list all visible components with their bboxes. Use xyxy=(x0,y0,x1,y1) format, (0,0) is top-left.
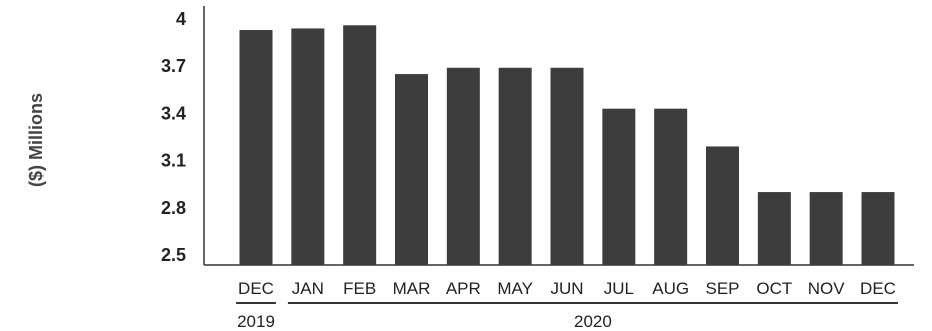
y-tick-label: 2.5 xyxy=(161,245,186,265)
year-label: 2019 xyxy=(237,312,275,331)
x-tick-label: MAY xyxy=(497,279,533,298)
bar xyxy=(861,192,895,265)
year-groups: 2019 2020 xyxy=(236,302,898,331)
bar xyxy=(654,108,688,266)
y-tick-label: 2.8 xyxy=(161,198,186,218)
bar xyxy=(239,30,273,265)
x-tick-label: NOV xyxy=(808,279,846,298)
x-tick-label: JUL xyxy=(604,279,634,298)
y-tick-label: 4 xyxy=(176,9,186,29)
bars xyxy=(239,25,895,266)
bar xyxy=(809,192,843,265)
bar xyxy=(395,74,428,265)
x-axis-ticks: DEC JAN FEB MAR APR MAY JUN JUL AUG SEP OCT NOV DEC xyxy=(238,279,896,298)
y-tick-label: 3.4 xyxy=(161,103,186,123)
x-tick-label: DEC xyxy=(238,279,274,298)
bar xyxy=(602,108,636,266)
x-tick-label: SEP xyxy=(705,279,739,298)
y-axis-label: ($) Millions xyxy=(26,93,46,187)
bar xyxy=(498,67,532,265)
y-tick-label: 3.1 xyxy=(161,151,186,171)
x-tick-label: JAN xyxy=(292,279,324,298)
x-tick-label: AUG xyxy=(652,279,689,298)
bar xyxy=(291,28,325,265)
x-tick-label: DEC xyxy=(860,279,896,298)
bar xyxy=(446,67,480,265)
year-label: 2020 xyxy=(574,312,612,331)
bar xyxy=(706,146,739,265)
y-axis-ticks: 4 3.7 3.4 3.1 2.8 2.5 xyxy=(161,9,186,265)
x-tick-label: MAR xyxy=(393,279,431,298)
x-tick-label: JUN xyxy=(550,279,583,298)
y-tick-label: 3.7 xyxy=(161,56,186,76)
x-tick-label: OCT xyxy=(756,279,792,298)
x-tick-label: FEB xyxy=(343,279,376,298)
bar xyxy=(343,25,377,265)
bar xyxy=(757,192,791,265)
x-tick-label: APR xyxy=(446,279,481,298)
bar xyxy=(550,67,584,265)
